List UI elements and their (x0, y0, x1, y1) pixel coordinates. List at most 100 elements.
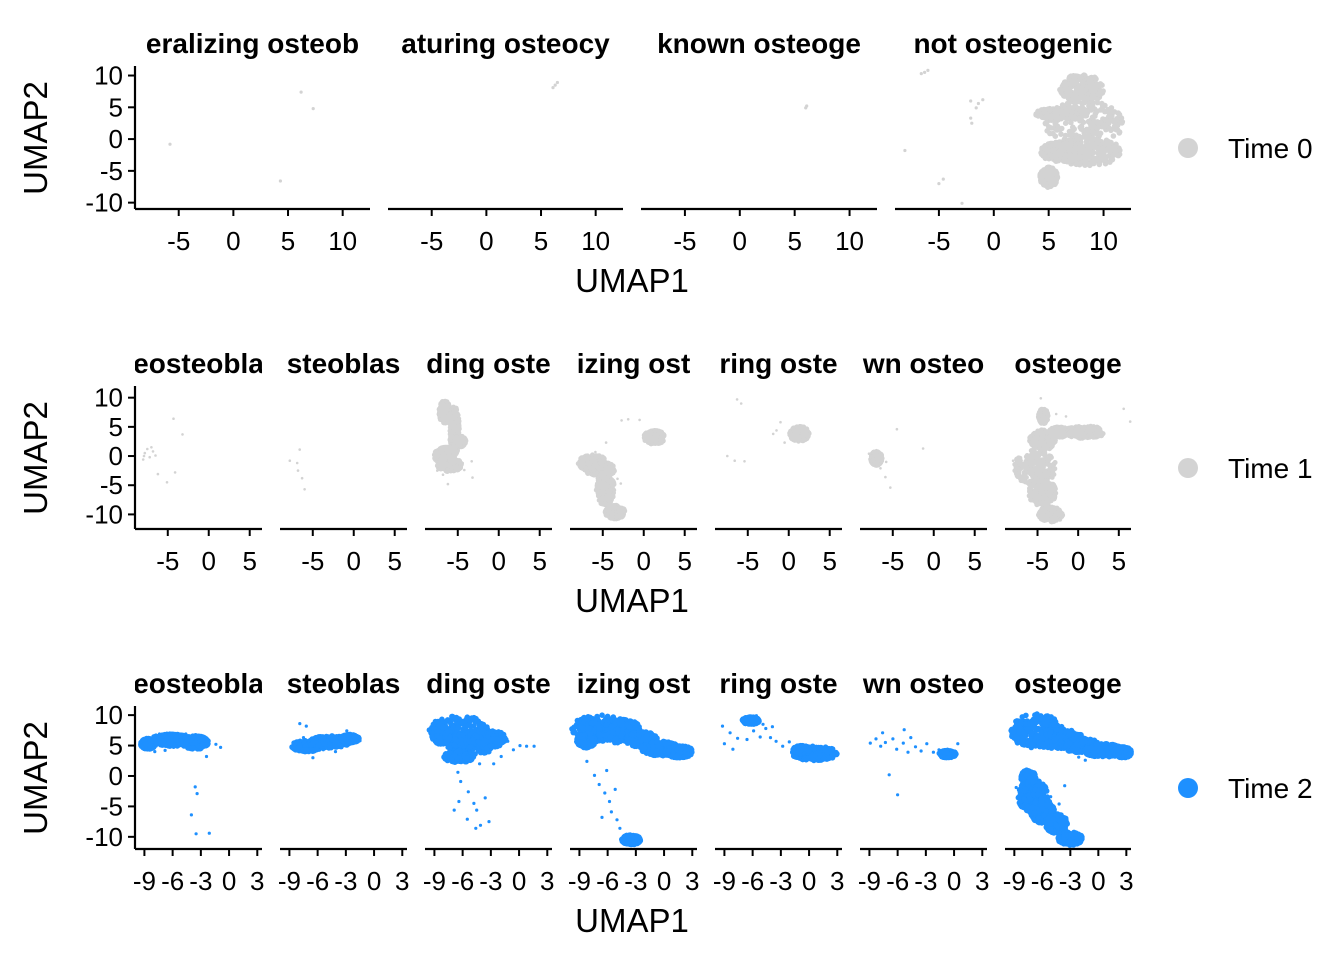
x-tick-label: 5 (822, 546, 836, 576)
data-point (594, 450, 597, 454)
data-point (461, 461, 465, 465)
x-tick-label: 0 (733, 226, 747, 256)
data-point (300, 476, 304, 480)
data-point (608, 514, 614, 520)
facet-panel: not osteogenic-5 0 5 10 (895, 28, 1131, 256)
data-point (150, 446, 153, 449)
data-point (1033, 500, 1039, 506)
x-tick-label: 0 (637, 546, 651, 576)
data-point (1073, 85, 1080, 91)
data-point (1057, 126, 1063, 133)
data-point (446, 482, 450, 486)
data-point (295, 461, 299, 465)
data-point (1027, 485, 1033, 491)
data-point (1047, 113, 1054, 119)
x-tick-label: -5 (156, 546, 179, 576)
data-point (1091, 74, 1098, 81)
x-tick-label: -5 (736, 546, 759, 576)
data-point (1088, 84, 1094, 90)
data-point (1050, 130, 1056, 137)
data-point (607, 489, 613, 495)
data-point (981, 98, 985, 102)
data-point (1056, 507, 1062, 513)
data-point (1031, 479, 1037, 485)
data-point (435, 462, 441, 468)
data-point (1042, 107, 1048, 113)
x-tick-label: 5 (677, 546, 691, 576)
data-point (168, 142, 172, 146)
data-point (788, 435, 794, 441)
data-point (444, 461, 449, 467)
data-point (867, 452, 871, 456)
data-point (1109, 109, 1115, 115)
data-point (1089, 144, 1096, 150)
data-point (598, 472, 604, 478)
x-tick-label: 5 (787, 226, 801, 256)
data-point (1114, 116, 1120, 122)
data-point (1076, 95, 1083, 101)
data-point (923, 70, 927, 74)
data-point (1050, 147, 1056, 154)
data-point (1047, 462, 1053, 468)
data-point (1039, 114, 1046, 120)
data-point (1053, 172, 1060, 178)
data-point (794, 429, 798, 432)
data-point (644, 435, 648, 439)
data-point (452, 440, 458, 445)
x-tick-label: 0 (927, 546, 941, 576)
data-point (1069, 109, 1075, 115)
x-tick-label: 0 (492, 546, 506, 576)
data-point (585, 455, 591, 460)
data-point (600, 486, 606, 492)
data-point (1095, 124, 1102, 130)
data-point (1048, 493, 1054, 499)
data-point (463, 468, 466, 472)
panel-title: not osteogenic (913, 28, 1112, 59)
y-tick-label: 5 (109, 92, 123, 122)
data-point (1033, 111, 1039, 117)
data-point (447, 413, 453, 418)
data-point (458, 443, 461, 446)
data-point (733, 459, 736, 463)
data-point (1076, 155, 1082, 161)
data-point (586, 462, 592, 468)
data-point (610, 463, 616, 469)
x-tick-label: -5 (927, 226, 950, 256)
data-point (1081, 88, 1087, 94)
data-point (1115, 110, 1121, 116)
data-point (1116, 129, 1123, 135)
data-point (650, 443, 654, 446)
data-point (1063, 106, 1069, 113)
panel-title: osteoge (1014, 348, 1121, 379)
y-tick-label: 0 (109, 441, 123, 471)
data-point (1092, 113, 1098, 119)
facet-panel: steoblas-5 0 5 (280, 348, 407, 576)
data-point (1073, 79, 1079, 86)
data-point (142, 454, 146, 458)
data-point (1090, 149, 1096, 156)
panel-title: known osteoge (657, 28, 861, 59)
data-point (1061, 86, 1068, 92)
data-point (1066, 75, 1072, 82)
data-point (1062, 120, 1069, 126)
data-point (1047, 485, 1052, 491)
x-tick-label: 0 (782, 546, 796, 576)
data-point (1090, 124, 1097, 130)
data-point (879, 467, 882, 470)
data-point (1047, 107, 1053, 113)
y-axis-title: UMAP2 (17, 81, 54, 195)
data-point (921, 447, 925, 450)
y-tick-label: 10 (94, 383, 123, 413)
data-point (1034, 455, 1040, 461)
data-point (454, 427, 457, 431)
data-point (1058, 114, 1065, 121)
data-point (1067, 143, 1074, 149)
data-point (626, 418, 630, 421)
data-point (1097, 88, 1103, 94)
data-point (457, 465, 462, 471)
data-point (471, 476, 474, 479)
data-point (619, 482, 623, 485)
legend-key (1178, 138, 1198, 158)
